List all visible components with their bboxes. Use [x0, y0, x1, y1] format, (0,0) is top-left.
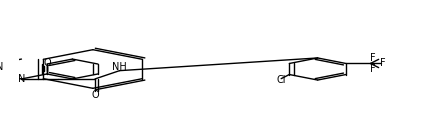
- Text: Cl: Cl: [276, 75, 286, 85]
- Text: NH: NH: [112, 62, 127, 72]
- Text: O: O: [91, 91, 99, 100]
- Text: N: N: [0, 62, 4, 72]
- Text: N: N: [18, 74, 25, 84]
- Text: O: O: [43, 58, 51, 68]
- Text: F: F: [370, 64, 375, 74]
- Text: F: F: [370, 53, 375, 63]
- Text: F: F: [380, 59, 386, 68]
